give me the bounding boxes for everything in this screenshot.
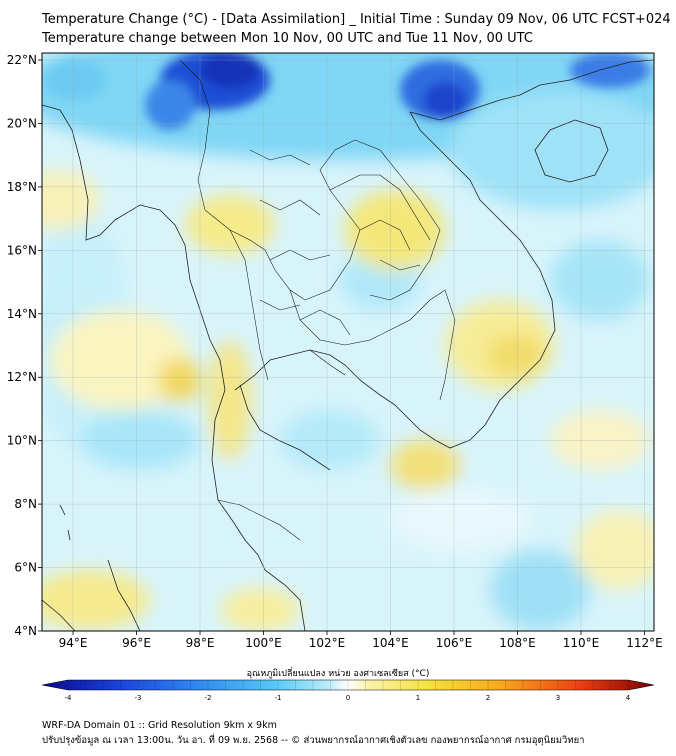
lon-tick-label: 96°E (122, 636, 151, 650)
lat-tick-label: 10°N (7, 434, 37, 448)
lat-tick-label: 8°N (14, 497, 37, 511)
footer-credit: ปรับปรุงข้อมูล ณ เวลา 13:00น. วัน อา. ที… (42, 735, 585, 746)
lat-tick-label: 20°N (7, 116, 37, 130)
colorbar-ticks: -4 -3 -2 -1 0 1 2 3 4 (65, 680, 631, 702)
lon-tick-label: 100°E (245, 636, 282, 650)
lat-tick-label: 12°N (7, 370, 37, 384)
lon-tick-label: 112°E (626, 636, 663, 650)
colorbar-tick-label: -4 (65, 694, 73, 702)
lon-tick-label: 110°E (563, 636, 600, 650)
temperature-field (42, 53, 654, 631)
lat-tick-label: 16°N (7, 243, 37, 257)
lat-tick-label: 18°N (7, 180, 37, 194)
colorbar-tick-label: 0 (346, 694, 350, 702)
lon-tick-label: 98°E (186, 636, 215, 650)
colorbar-tick-label: 3 (556, 694, 560, 702)
colorbar: -4 -3 -2 -1 0 1 2 3 4 (41, 679, 655, 702)
lat-tick-label: 14°N (7, 307, 37, 321)
colorbar-tick-label: 2 (486, 694, 490, 702)
map-frame (41, 52, 655, 632)
map-subtitle: Temperature change between Mon 10 Nov, 0… (42, 31, 533, 46)
gridlines (42, 53, 654, 631)
colorbar-label: อุณหภูมิเปลี่ยนแปลง หน่วย องศาเซลเซียส (… (246, 669, 430, 679)
lon-tick-label: 102°E (309, 636, 346, 650)
colorbar-tick-label: 1 (416, 694, 420, 702)
axis-ticks: 22°N 20°N 18°N 16°N 14°N 12°N 10°N 8°N 6°N 4°N 94°… (7, 53, 663, 650)
colorbar-tick-label: -1 (275, 694, 282, 702)
lat-tick-label: 4°N (14, 624, 37, 638)
footer-model-info: WRF-DA Domain 01 :: Grid Resolution 9km … (42, 720, 277, 731)
colorbar-tick-label: -3 (135, 694, 142, 702)
lon-tick-label: 94°E (59, 636, 88, 650)
colorbar-tick-label: 4 (626, 694, 631, 702)
lon-tick-label: 108°E (499, 636, 536, 650)
map-title: Temperature Change (°C) - [Data Assimila… (42, 12, 671, 27)
colorbar-tick-label: -2 (205, 694, 212, 702)
lat-tick-label: 6°N (14, 561, 37, 575)
country-borders (179, 59, 456, 541)
lon-tick-label: 106°E (436, 636, 473, 650)
lon-tick-label: 104°E (372, 636, 409, 650)
lat-tick-label: 22°N (7, 53, 37, 67)
